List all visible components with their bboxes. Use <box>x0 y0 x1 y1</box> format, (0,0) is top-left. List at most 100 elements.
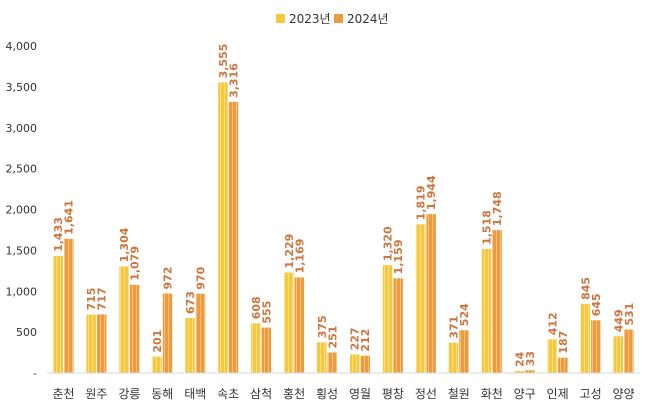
data-label: 3,316 <box>227 63 240 98</box>
data-label: 371 <box>448 316 461 339</box>
data-label: 1,641 <box>63 200 76 235</box>
bar-2024 <box>492 230 502 373</box>
data-label: 970 <box>195 266 208 289</box>
y-tick-label: 1,500 <box>6 244 38 257</box>
data-label: 1,229 <box>283 234 296 269</box>
data-label: 212 <box>359 329 372 352</box>
x-tick-label: 태백 <box>184 387 206 401</box>
data-label: 227 <box>349 327 362 350</box>
x-tick-label: 인제 <box>547 387 569 401</box>
data-label: 187 <box>557 331 570 354</box>
bar-2023 <box>481 248 492 373</box>
y-tick-label: 2,000 <box>6 204 38 217</box>
bar-2023 <box>448 342 459 373</box>
y-tick-label: 2,500 <box>6 163 38 176</box>
x-tick-label: 정선 <box>415 387 437 401</box>
data-label: 1,433 <box>52 217 65 252</box>
bar-2024 <box>426 214 436 373</box>
bar-2023 <box>613 336 623 373</box>
bar-2024 <box>327 352 337 373</box>
data-label: 33 <box>524 351 537 366</box>
legend-label-2024: 2024년 <box>347 12 389 26</box>
bar-2023 <box>284 272 294 373</box>
bar-2023 <box>218 82 228 374</box>
bar-2024 <box>393 278 403 373</box>
data-label: 375 <box>316 315 329 338</box>
y-tick-label: 4,000 <box>6 40 38 53</box>
bar-2024 <box>591 320 601 373</box>
bar-2023 <box>251 323 261 373</box>
bar-2024 <box>64 238 74 373</box>
bar-2024 <box>360 355 370 373</box>
bar-2024 <box>558 357 568 373</box>
y-tick-label: - <box>33 367 37 380</box>
bar-2023 <box>350 354 360 373</box>
bar-2023 <box>514 371 525 373</box>
x-tick-label: 양양 <box>612 387 634 401</box>
bar-2024 <box>195 293 206 373</box>
x-tick-label: 양구 <box>514 387 536 401</box>
x-tick-label: 횡성 <box>316 387 338 401</box>
x-tick-label: 춘천 <box>52 386 74 401</box>
x-tick-label: 강릉 <box>118 387 140 401</box>
data-label: 412 <box>546 312 559 335</box>
data-label: 608 <box>250 296 263 319</box>
data-label: 24 <box>513 351 526 367</box>
bar-2023 <box>415 224 426 373</box>
bar-2023 <box>119 266 129 373</box>
bar-2023 <box>317 342 327 373</box>
legend-swatch-2024 <box>334 14 343 23</box>
x-tick-label: 동해 <box>151 387 173 401</box>
data-label: 1,304 <box>118 227 131 262</box>
bar-2023 <box>53 255 63 373</box>
bar-2023 <box>382 265 393 373</box>
data-label: 715 <box>85 288 98 311</box>
data-label: 972 <box>162 267 175 290</box>
bar-2024 <box>162 293 173 373</box>
bar-2023 <box>580 303 591 373</box>
data-label: 1,079 <box>129 246 142 281</box>
bar-2024 <box>228 101 239 374</box>
bar-2023 <box>152 356 162 373</box>
data-label: 555 <box>260 301 273 324</box>
x-tick-label: 원주 <box>85 387 107 401</box>
data-label: 1,169 <box>293 239 306 274</box>
data-label: 3,555 <box>217 44 230 79</box>
data-label: 449 <box>612 309 625 332</box>
data-label: 201 <box>151 330 164 353</box>
bar-2023 <box>86 314 96 373</box>
data-label: 1,518 <box>481 210 494 245</box>
bars <box>53 82 634 374</box>
y-tick-label: 1,000 <box>6 285 38 298</box>
y-axis: - 500 1,000 1,500 2,000 2,500 3,000 3,500 4,000 <box>6 40 38 380</box>
x-tick-label: 영월 <box>349 387 371 401</box>
x-tick-label: 속초 <box>217 387 239 401</box>
data-label: 645 <box>590 293 603 316</box>
bar-2024 <box>129 284 140 373</box>
x-tick-label: 화천 <box>481 386 503 401</box>
bar-2024 <box>459 330 469 373</box>
x-tick-label: 홍천 <box>283 386 305 401</box>
data-label: 1,320 <box>382 226 395 261</box>
x-axis: 춘천 원주 강릉 동해 태백 속초 삼척 홍천 횡성 영월 평창 정선 철원 화천 양구 인제 고성 양양 <box>52 386 634 401</box>
data-label: 1,748 <box>491 191 504 226</box>
bar-2024 <box>294 277 305 373</box>
data-label: 1,159 <box>392 240 405 275</box>
bar-2023 <box>547 339 558 373</box>
legend-swatch-2023 <box>276 14 285 23</box>
chart-legend: 2023년 2024년 <box>276 12 389 26</box>
y-tick-label: 3,000 <box>6 122 38 135</box>
legend-label-2023: 2023년 <box>289 12 331 26</box>
x-tick-label: 고성 <box>580 387 602 401</box>
y-tick-label: 3,500 <box>6 81 38 94</box>
data-label: 251 <box>326 326 339 349</box>
data-label: 1,819 <box>415 186 428 221</box>
data-label: 717 <box>96 287 109 310</box>
x-tick-label: 삼척 <box>250 387 272 401</box>
y-tick-label: 500 <box>16 326 37 339</box>
data-label: 524 <box>458 303 471 326</box>
bar-2024 <box>96 314 107 373</box>
bar-2024 <box>525 370 535 373</box>
